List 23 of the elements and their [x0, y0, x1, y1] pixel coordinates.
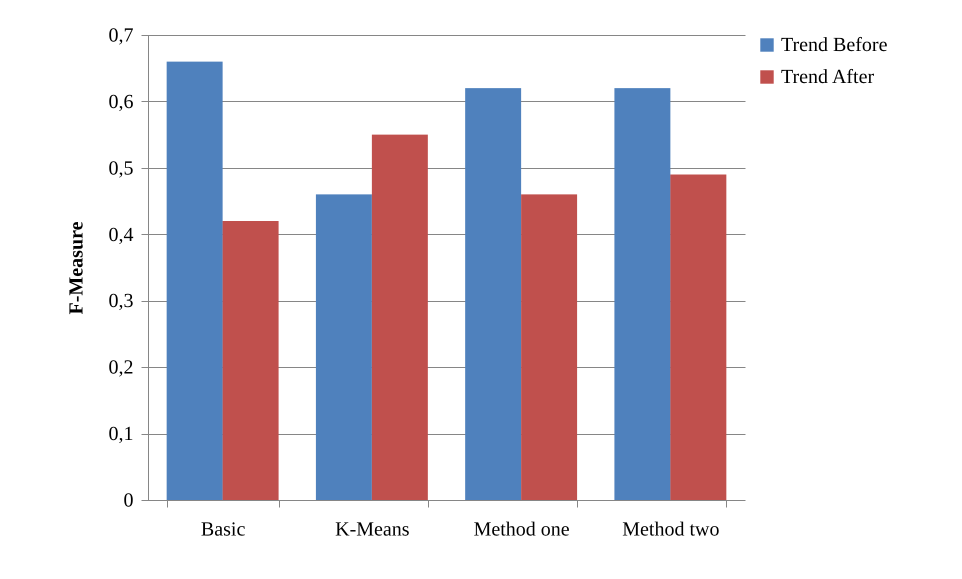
bar [614, 88, 670, 500]
bar [222, 221, 279, 500]
bar [670, 174, 726, 500]
x-tick-label: Basic [200, 518, 246, 540]
y-tick-label: 0,7 [108, 24, 134, 46]
y-tick-label: 0,6 [108, 90, 134, 113]
bar [521, 194, 578, 500]
bar [372, 134, 428, 500]
x-tick-label: Method two [622, 518, 720, 540]
x-tick-label: Method one [474, 518, 570, 540]
y-tick-label: 0,4 [108, 224, 134, 246]
y-tick-label: 0,2 [108, 356, 134, 379]
bar [316, 194, 372, 500]
bar [465, 88, 522, 500]
legend-label: Trend Before [781, 34, 888, 56]
y-tick-label: 0,5 [108, 157, 134, 180]
x-tick-label: K-Means [335, 518, 410, 540]
y-tick-label: 0,1 [108, 423, 134, 446]
bar [166, 62, 223, 500]
y-tick-label: 0 [124, 490, 134, 512]
y-axis-title: F-Measure [66, 221, 88, 314]
y-tick-label: 0,3 [108, 290, 134, 312]
legend-label: Trend After [781, 66, 874, 88]
